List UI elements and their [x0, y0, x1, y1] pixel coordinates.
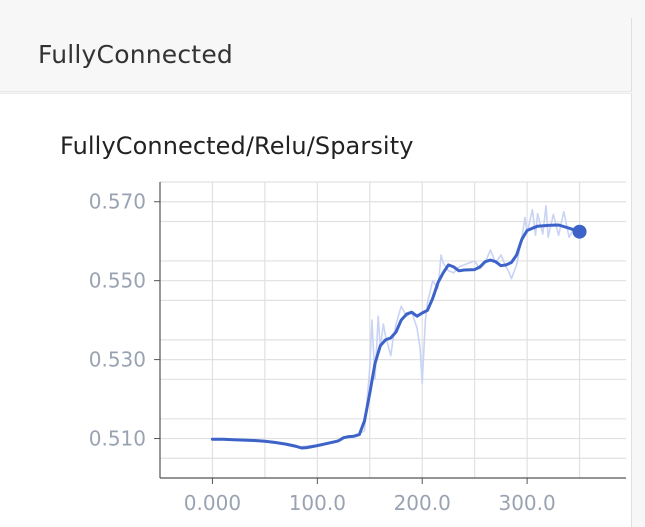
x-tick-label: 100.0: [289, 491, 346, 515]
tick-labels: 0.510 0.530 0.550 0.570 0.000 100.0 200.0 300.0: [89, 190, 556, 515]
y-tick-label: 0.530: [89, 348, 146, 372]
last-point-marker: [572, 224, 587, 239]
raw-series: [212, 204, 581, 448]
top-strip: [0, 0, 645, 19]
end-marker: [572, 224, 587, 239]
y-tick-label: 0.570: [89, 190, 146, 214]
sparsity-chart: 0.510 0.530 0.550 0.570 0.000 100.0 200.0 300.0: [89, 181, 626, 515]
raw-series-line: [212, 204, 581, 448]
grid: [160, 181, 626, 478]
x-tick-label: 200.0: [394, 491, 451, 515]
smoothed-series-line: [210, 223, 582, 450]
group-header-fully-connected[interactable]: FullyConnected: [0, 18, 632, 92]
y-tick-label: 0.510: [89, 427, 146, 451]
group-title: FullyConnected: [38, 40, 233, 69]
y-tick-label: 0.550: [89, 269, 146, 293]
smoothed-series: [210, 223, 582, 450]
right-edge: [632, 0, 645, 527]
x-tick-label: 300.0: [498, 491, 555, 515]
axes: [154, 182, 626, 484]
x-tick-label: 0.000: [184, 491, 241, 515]
chart-title: FullyConnected/Relu/Sparsity: [60, 132, 414, 160]
